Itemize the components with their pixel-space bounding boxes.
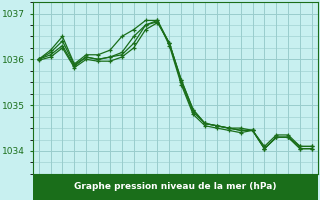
Text: Graphe pression niveau de la mer (hPa): Graphe pression niveau de la mer (hPa) (74, 182, 276, 191)
